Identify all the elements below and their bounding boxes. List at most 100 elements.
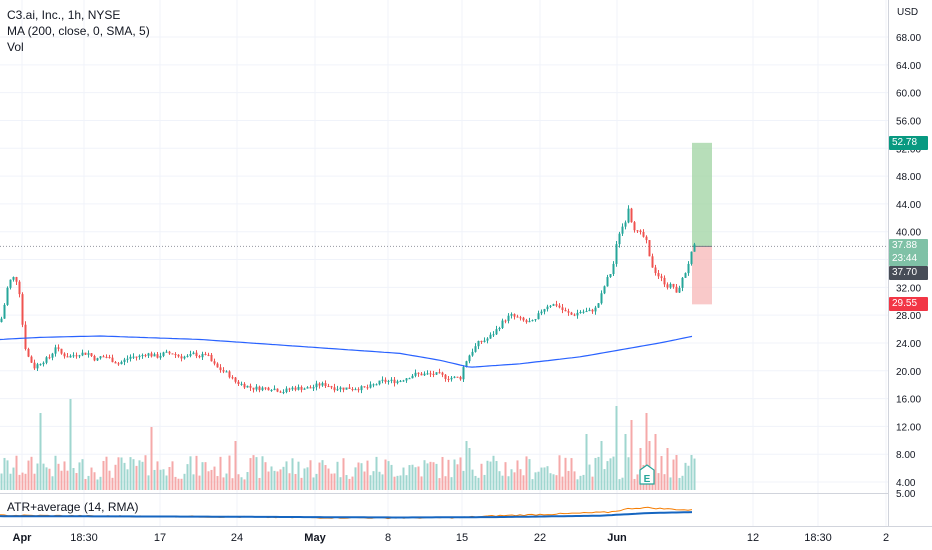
candle-body — [384, 379, 387, 382]
candle-body — [339, 387, 342, 390]
candle-body — [228, 371, 231, 378]
candle-body — [660, 276, 663, 278]
candle-body — [258, 386, 261, 391]
volume-bar — [459, 457, 462, 490]
candle-body — [519, 317, 522, 319]
volume-bar — [36, 463, 39, 490]
volume-bar — [609, 458, 612, 490]
candle-body — [531, 320, 534, 322]
candle-body — [453, 376, 456, 378]
volume-bar — [633, 478, 636, 490]
volume-bar — [309, 460, 312, 490]
candle-body — [186, 355, 189, 357]
volume-bar — [363, 471, 366, 490]
y-tick-label: 56.00 — [896, 116, 921, 127]
volume-bar — [33, 473, 36, 490]
volume-bar — [570, 458, 573, 490]
candle-body — [396, 381, 399, 384]
volume-bar — [501, 475, 504, 490]
candle-body — [144, 355, 147, 357]
volume-bar — [189, 456, 192, 490]
candle-body — [264, 387, 267, 389]
candle-body — [3, 304, 6, 319]
symbol-legend[interactable]: C3.ai, Inc., 1h, NYSE — [7, 8, 121, 22]
candle-body — [243, 383, 246, 388]
volume-bar — [246, 472, 249, 490]
candle-body — [45, 357, 48, 363]
volume-bar — [168, 467, 171, 490]
candle-body — [594, 307, 597, 312]
candle-body — [426, 373, 429, 375]
stop-price-tag: 29.55 — [889, 297, 928, 312]
candle-body — [165, 351, 168, 353]
candle-body — [381, 379, 384, 381]
volume-bar — [393, 476, 396, 490]
x-tick-label: 2 — [883, 532, 889, 544]
candle-body — [297, 386, 300, 390]
volume-bar — [600, 441, 603, 490]
stop-zone — [692, 246, 712, 305]
volume-bar — [333, 473, 336, 490]
x-tick-label: 24 — [231, 532, 243, 544]
candle-body — [33, 362, 36, 369]
volume-bar — [417, 466, 420, 490]
volume-bar — [171, 461, 174, 490]
candle-body — [267, 387, 270, 391]
volume-bar — [45, 467, 48, 490]
atr-legend[interactable]: ATR+average (14, RMA) — [7, 500, 139, 514]
candle-body — [120, 361, 123, 365]
volume-bar — [489, 461, 492, 490]
volume-bar — [180, 478, 183, 490]
volume-bar — [399, 475, 402, 490]
candle-body — [681, 277, 684, 288]
vol-legend[interactable]: Vol — [7, 40, 24, 54]
countdown-tag: 23:44 — [889, 252, 928, 267]
candle-body — [327, 386, 330, 388]
volume-bar — [456, 464, 459, 490]
last-price-tag: 37.88 — [889, 239, 928, 254]
volume-bar — [693, 458, 696, 490]
volume-bar — [39, 413, 42, 490]
volume-bar — [3, 457, 6, 490]
candle-body — [480, 340, 483, 342]
candle-body — [492, 334, 495, 336]
x-tick-label: 18:30 — [804, 532, 832, 544]
candle-body — [489, 334, 492, 339]
candle-body — [663, 277, 666, 285]
candle-body — [366, 387, 369, 389]
volume-bar — [144, 455, 147, 490]
y-tick-label: 20.00 — [896, 367, 921, 378]
candle-body — [474, 346, 477, 352]
y-tick-label: 68.00 — [896, 33, 921, 44]
volume-bar — [591, 476, 594, 490]
volume-bar — [564, 457, 567, 490]
volume-bar — [153, 469, 156, 490]
candle-body — [477, 340, 480, 347]
volume-bar — [324, 465, 327, 490]
volume-bar — [357, 462, 360, 490]
candle-body — [270, 389, 273, 391]
earnings-icon-letter: E — [644, 474, 651, 485]
position-tool[interactable] — [0, 142, 888, 305]
x-tick-label: 18:30 — [70, 532, 98, 544]
candle-body — [600, 293, 603, 304]
candle-body — [39, 364, 42, 366]
y-tick-label: 24.00 — [896, 339, 921, 350]
candle-body — [369, 384, 372, 388]
y-tick-label: 28.00 — [896, 311, 921, 322]
ma-legend[interactable]: MA (200, close, 0, SMA, 5) — [7, 24, 150, 38]
candle-body — [48, 357, 51, 359]
volume-bar — [177, 478, 180, 490]
candle-body — [669, 283, 672, 288]
candle-body — [210, 354, 213, 362]
candle-body — [156, 354, 159, 358]
grid — [0, 0, 888, 526]
candle-body — [528, 321, 531, 323]
volume-bar — [243, 479, 246, 490]
candle-body — [522, 317, 525, 321]
volume-bar — [81, 459, 84, 490]
candle-body — [153, 354, 156, 357]
candle-body — [234, 377, 237, 382]
